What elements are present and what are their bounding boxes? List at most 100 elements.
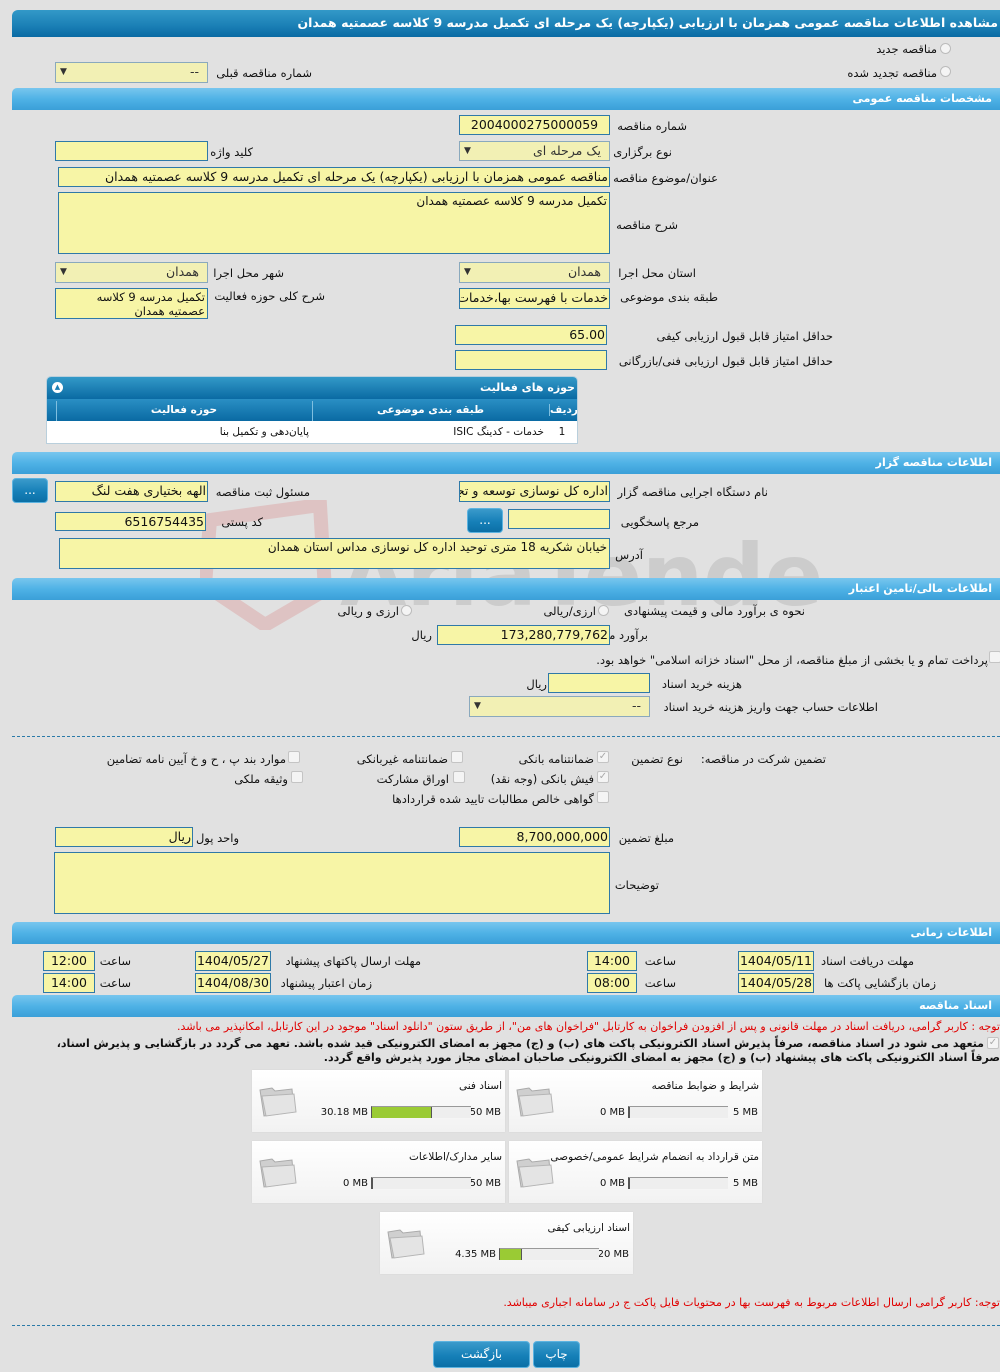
card-max-size: 20 MB — [597, 1249, 629, 1260]
doc-deadline-label: مهلت دریافت اسناد — [821, 954, 914, 968]
prev-number-select[interactable]: -- ▼ — [55, 62, 208, 83]
document-card[interactable]: سایر مدارک/اطلاعات 50 MB 0 MB — [252, 1141, 505, 1203]
new-tender-label: مناقصه جدید — [876, 42, 937, 56]
submit-deadline-label: مهلت ارسال پاکتهای پیشنهاد — [285, 954, 421, 968]
card-used-size: 0 MB — [599, 1107, 625, 1118]
org-label: نام دستگاه اجرایی مناقصه گزار — [617, 485, 768, 499]
guarantee-clause-checkbox[interactable] — [288, 751, 300, 763]
description-textarea[interactable]: تکمیل مدرسه 9 کلاسه عصمتیه همدان — [58, 192, 610, 254]
holding-type-select[interactable]: یک مرحله ای ▼ — [459, 141, 610, 161]
registrar-field[interactable]: الهه بختیاری هفت لنگ — [55, 481, 208, 502]
min-quality-field[interactable]: 65.00 — [455, 325, 607, 345]
validity-time[interactable]: 14:00 — [43, 973, 95, 993]
notes-label: توضیحات — [614, 878, 659, 892]
org-field[interactable]: اداره کل نوسازی توسعه و تجهیز مدارس — [459, 481, 610, 502]
guarantee-nonbank-label: ضمانتنامه غیربانکی — [356, 752, 448, 766]
amount-field[interactable]: 8,700,000,000 — [459, 827, 610, 847]
registrar-label: مسئول ثبت مناقصه — [215, 485, 310, 499]
ref-browse-button[interactable]: ... — [467, 508, 503, 533]
folder-icon[interactable] — [258, 1153, 298, 1189]
treasury-checkbox[interactable] — [989, 651, 1000, 663]
category-label: طبقه بندی موضوعی — [620, 290, 718, 304]
document-card[interactable]: متن قرارداد به انضمام شرایط عمومی/خصوصی 5… — [509, 1141, 762, 1203]
card-progress-bar — [371, 1106, 471, 1118]
activities-title: حوزه های فعالیت — [480, 381, 575, 394]
card-progress-bar — [628, 1177, 728, 1189]
address-label: آدرس — [615, 548, 643, 562]
folder-icon[interactable] — [515, 1082, 555, 1118]
card-used-size: 0 MB — [342, 1178, 368, 1189]
document-card[interactable]: شرایط و ضوابط مناقصه 5 MB 0 MB — [509, 1070, 762, 1132]
opening-date[interactable]: 1404/05/28 — [738, 973, 814, 993]
guarantee-property-checkbox[interactable] — [291, 771, 303, 783]
registrar-browse-button[interactable]: ... — [12, 478, 48, 503]
card-used-size: 30.18 MB — [320, 1107, 368, 1118]
documents-note: توجه : کاربر گرامی، دریافت اسناد در مهلت… — [176, 1020, 1000, 1033]
activity-desc-field[interactable]: تکمیل مدرسه 9 کلاسه عصمتیه همدان — [55, 288, 208, 319]
radio-renewed-tender[interactable] — [940, 66, 951, 77]
radio-currency-rial[interactable] — [598, 605, 609, 616]
radio-new-tender[interactable] — [940, 43, 951, 54]
guarantee-nonbank-checkbox[interactable] — [451, 751, 463, 763]
address-field[interactable]: خیابان شکریه 18 متری توحید اداره کل نوسا… — [59, 538, 610, 569]
tender-number-field[interactable]: 2004000275000059 — [459, 115, 610, 135]
guarantee-bank-checkbox[interactable]: ✓ — [597, 751, 609, 763]
activities-header: حوزه های فعالیت ▲ — [47, 377, 577, 399]
card-progress-bar — [628, 1106, 728, 1118]
print-button[interactable]: چاپ — [533, 1341, 580, 1368]
commit-checkbox: ✓ — [987, 1037, 999, 1049]
ref-field[interactable] — [508, 509, 610, 529]
section-general: مشخصات مناقصه عمومی — [12, 88, 1000, 110]
guarantee-cash-checkbox[interactable]: ✓ — [597, 771, 609, 783]
amount-label: مبلغ تضمین — [618, 831, 674, 845]
doc-cost-field[interactable] — [548, 673, 650, 693]
back-button[interactable]: بازگشت — [433, 1341, 530, 1368]
min-tech-field[interactable] — [455, 350, 607, 370]
account-select[interactable]: -- ▼ — [469, 696, 650, 717]
section-finance: اطلاعات مالی/تامین اعتبار — [12, 578, 1000, 600]
opening-time[interactable]: 08:00 — [587, 973, 637, 993]
hour-label: ساعت — [99, 954, 131, 968]
table-row: 1 خدمات - کدینگ ISIC پایان‌دهی و تکمیل ب… — [47, 421, 577, 443]
hour-label: ساعت — [644, 954, 676, 968]
doc-deadline-date[interactable]: 1404/05/11 — [738, 951, 814, 971]
category-field[interactable]: خدمات با فهرست بها،خدمات — [459, 288, 610, 309]
folder-icon[interactable] — [515, 1153, 555, 1189]
activities-col-header: ردیف طبقه بندی موضوعی حوزه فعالیت — [47, 399, 577, 421]
subject-field[interactable]: مناقصه عمومی همزمان با ارزیابی (یکپارچه)… — [58, 167, 610, 187]
currency-field[interactable]: ریال — [55, 827, 193, 847]
card-title: اسناد ارزیابی کیفی — [547, 1222, 630, 1234]
cell-row-number: 1 — [558, 426, 566, 438]
estimate-field[interactable]: 173,280,779,762 — [437, 625, 610, 645]
province-select[interactable]: همدان ▼ — [459, 262, 610, 283]
tender-number-label: شماره مناقصه — [617, 119, 687, 133]
currency-label: واحد پول — [195, 831, 239, 845]
account-label: اطلاعات حساب جهت واریز هزینه خرید اسناد — [663, 700, 878, 714]
guarantee-label: تضمین شرکت در مناقصه: — [700, 752, 826, 766]
notes-textarea[interactable] — [54, 852, 610, 914]
doc-deadline-time[interactable]: 14:00 — [587, 951, 637, 971]
card-max-size: 50 MB — [469, 1107, 501, 1118]
card-max-size: 50 MB — [469, 1178, 501, 1189]
card-progress-fill — [500, 1249, 522, 1260]
radio-currency-and-rial[interactable] — [401, 605, 412, 616]
activity-desc-label: شرح کلی حوزه فعالیت — [214, 289, 325, 303]
guarantee-claims-checkbox[interactable] — [597, 791, 609, 803]
submit-deadline-time[interactable]: 12:00 — [43, 951, 95, 971]
city-select[interactable]: همدان ▼ — [55, 262, 208, 283]
card-used-size: 4.35 MB — [455, 1249, 496, 1260]
document-card[interactable]: اسناد فنی 50 MB 30.18 MB — [252, 1070, 505, 1132]
card-progress-bar — [499, 1248, 599, 1260]
chevron-down-icon: ▼ — [60, 267, 67, 277]
collapse-icon[interactable]: ▲ — [52, 382, 63, 393]
opt2-label: ارزی و ریالی — [337, 604, 399, 618]
keyword-field[interactable] — [55, 141, 208, 161]
guarantee-bonds-checkbox[interactable] — [453, 771, 465, 783]
submit-deadline-date[interactable]: 1404/05/27 — [195, 951, 271, 971]
folder-icon[interactable] — [386, 1224, 426, 1260]
postal-field[interactable]: 6516754435 — [55, 512, 206, 531]
renewed-tender-label: مناقصه تجدید شده — [847, 66, 937, 80]
folder-icon[interactable] — [258, 1082, 298, 1118]
document-card[interactable]: اسناد ارزیابی کیفی 20 MB 4.35 MB — [380, 1212, 633, 1274]
validity-date[interactable]: 1404/08/30 — [195, 973, 271, 993]
